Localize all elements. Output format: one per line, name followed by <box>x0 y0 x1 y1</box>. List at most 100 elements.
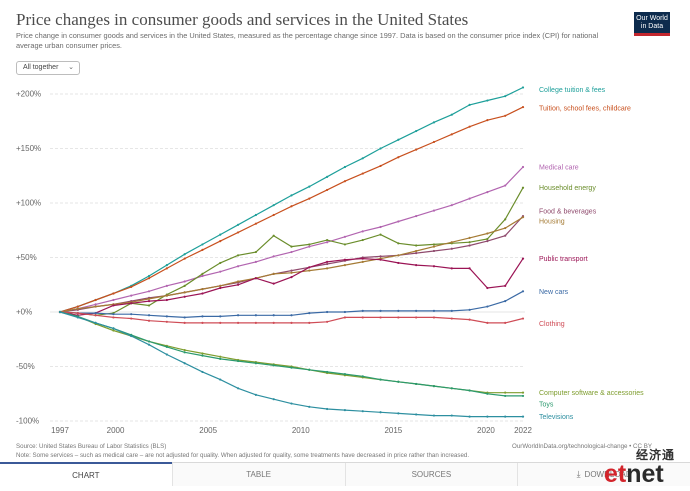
data-point <box>308 405 311 408</box>
data-point <box>308 243 311 246</box>
data-point <box>326 370 329 374</box>
data-point <box>272 282 275 285</box>
data-point <box>183 316 186 319</box>
data-point <box>468 103 471 106</box>
data-point <box>94 298 97 302</box>
data-point <box>165 345 168 348</box>
data-point <box>486 321 489 324</box>
data-point <box>201 288 204 291</box>
data-point <box>272 204 275 207</box>
watermark-net: net <box>626 460 664 488</box>
tab-table[interactable]: TABLE <box>171 463 345 486</box>
data-point <box>432 249 436 253</box>
data-point <box>415 252 418 255</box>
data-point <box>254 260 257 263</box>
data-point <box>219 284 222 287</box>
data-point <box>272 364 275 367</box>
data-point <box>379 309 382 313</box>
data-point <box>504 218 507 221</box>
tab-download[interactable]: ⤓ DOWNLOAD <box>517 463 690 486</box>
data-point <box>326 310 329 314</box>
data-point <box>432 265 436 268</box>
tab-bar: CHART TABLE SOURCES ⤓ DOWNLOAD <box>0 462 690 486</box>
data-point <box>147 319 151 322</box>
data-point <box>290 269 293 272</box>
data-point <box>201 354 204 357</box>
data-point <box>504 415 507 418</box>
data-point <box>94 305 97 308</box>
data-point <box>290 194 293 197</box>
data-point <box>432 243 436 246</box>
data-point <box>165 298 168 302</box>
data-point <box>343 235 347 238</box>
data-point <box>361 375 364 378</box>
data-point <box>468 318 471 321</box>
data-point <box>201 272 204 275</box>
series-line <box>59 106 524 313</box>
data-point <box>415 244 418 247</box>
data-point <box>201 274 204 278</box>
data-point <box>290 205 293 208</box>
data-point <box>130 317 133 320</box>
data-point <box>219 321 222 324</box>
tab-chart[interactable]: CHART <box>0 462 172 486</box>
data-point <box>521 186 525 189</box>
data-point <box>112 313 115 316</box>
data-point <box>130 294 133 297</box>
data-point <box>236 223 240 226</box>
display-mode-dropdown[interactable]: All together ⌄ <box>16 61 80 75</box>
series-line <box>59 215 524 313</box>
source-text: Source: United States Bureau of Labor St… <box>16 443 167 450</box>
data-point <box>415 309 418 313</box>
x-tick-label: 2020 <box>477 426 495 435</box>
data-point <box>183 321 186 324</box>
data-point <box>272 255 275 258</box>
data-point <box>415 316 418 319</box>
data-point <box>94 303 97 306</box>
data-point <box>183 257 186 260</box>
data-point <box>183 362 186 365</box>
data-point <box>379 378 382 381</box>
data-point <box>308 185 311 188</box>
tab-sources[interactable]: SOURCES <box>344 463 518 486</box>
data-point <box>343 316 347 319</box>
data-point <box>290 321 293 324</box>
data-point <box>521 290 525 293</box>
series-label: Toys <box>539 401 554 408</box>
x-tick-label: 1997 <box>51 426 69 435</box>
data-point <box>432 309 436 313</box>
data-point <box>201 321 204 324</box>
data-point <box>308 368 311 371</box>
data-point <box>165 284 168 287</box>
owid-logo[interactable]: Our World in Data <box>634 12 670 36</box>
series-label: Household energy <box>539 185 596 192</box>
y-tick-label: +200% <box>16 90 41 99</box>
data-point <box>343 180 347 183</box>
data-point <box>326 320 329 323</box>
data-point <box>236 314 240 317</box>
data-point <box>468 308 471 311</box>
data-point <box>432 209 436 212</box>
logo-line-1: Our World <box>636 15 668 22</box>
x-tick-label: 2000 <box>107 426 125 435</box>
series-label: New cars <box>539 289 569 296</box>
data-point <box>486 392 489 395</box>
data-point <box>219 286 222 290</box>
data-point <box>415 129 418 133</box>
data-point <box>308 311 311 315</box>
data-point <box>76 311 79 315</box>
data-point <box>236 265 240 268</box>
data-point <box>147 304 151 307</box>
source-url[interactable]: OurWorldInData.org/technological-change … <box>512 443 652 450</box>
data-point <box>308 245 311 248</box>
data-point <box>147 300 151 303</box>
series-line <box>59 311 523 394</box>
data-point <box>147 314 151 317</box>
data-point <box>165 294 168 297</box>
data-point <box>236 231 240 234</box>
data-point <box>112 327 115 330</box>
data-point <box>147 274 151 278</box>
data-point <box>468 125 471 128</box>
data-point <box>504 226 507 230</box>
